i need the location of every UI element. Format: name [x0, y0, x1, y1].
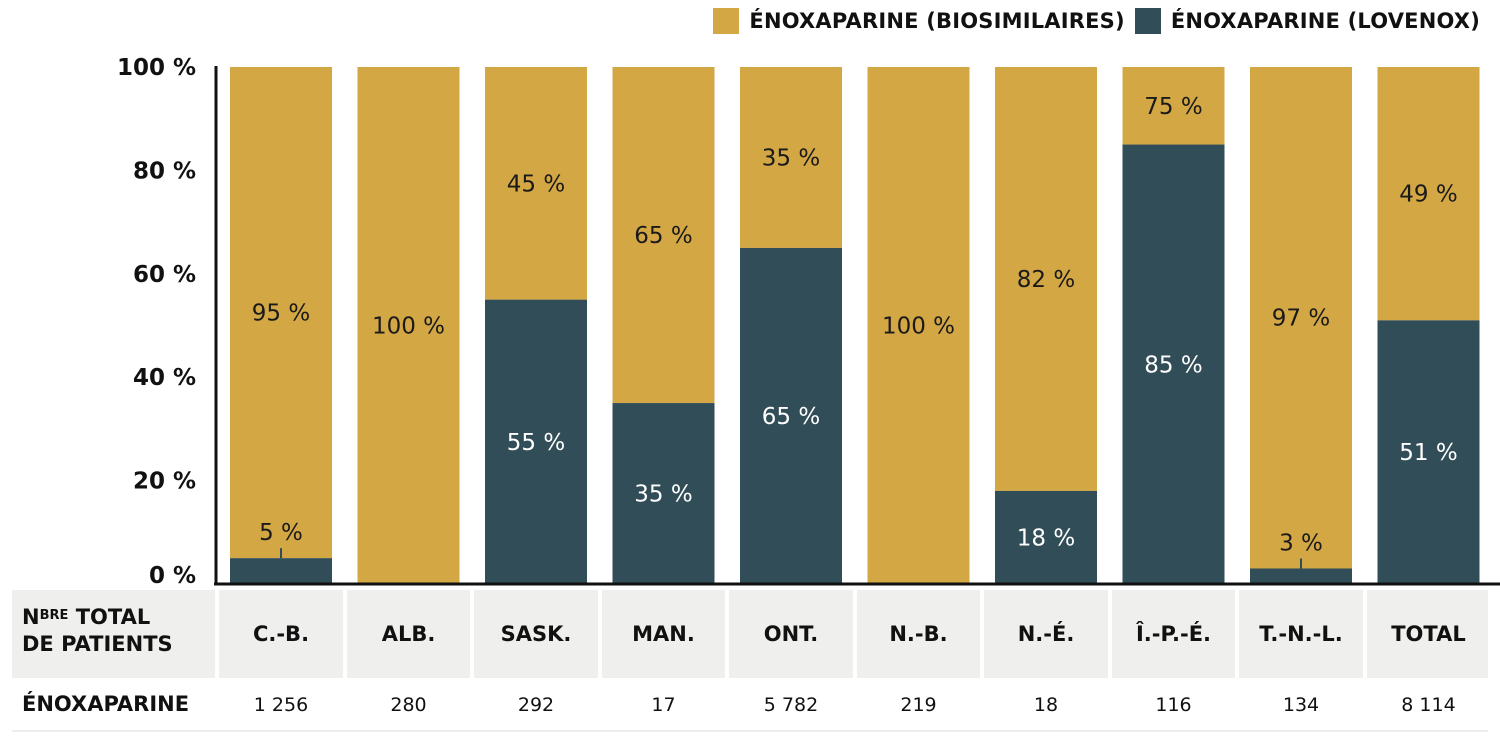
category-label-man: MAN. [632, 622, 695, 646]
bar-lovenox-total [1377, 320, 1480, 584]
legend-label-lovenox: ÉNOXAPARINE (LOVENOX) [1170, 9, 1480, 33]
bar-biosimilar-sask [485, 67, 587, 300]
category-label-alb: ALB. [381, 622, 436, 646]
bar-biosimilar-i-p-e [1122, 67, 1225, 145]
table-column-separator [597, 590, 602, 678]
bar-label-lovenox-man: 35 % [634, 482, 692, 508]
table-column-separator [980, 590, 984, 678]
row-header-total: TOTAL [68, 605, 151, 629]
bar-biosimilar-c-b [230, 67, 332, 559]
bar-label-lovenox-t-n-l: 3 % [1279, 530, 1323, 556]
bar-biosimilar-man [612, 67, 715, 404]
patient-count-n-e: 18 [1033, 694, 1059, 716]
table-row-header: NBRE TOTAL DE PATIENTS [22, 604, 173, 658]
bar-label-lovenox-sask: 55 % [507, 430, 565, 456]
table-bottom-divider [12, 730, 1488, 732]
bar-label-biosimilar-n-b: 100 % [882, 314, 955, 340]
legend-label-biosimilar: ÉNOXAPARINE (BIOSIMILAIRES) [749, 9, 1125, 33]
row-label-enoxaparine: ÉNOXAPARINE [22, 692, 190, 716]
table-header-row [12, 590, 1488, 678]
category-label-sask: SASK. [500, 622, 572, 646]
bar-label-biosimilar-i-p-e: 75 % [1144, 94, 1202, 120]
bar-label-biosimilar-sask: 45 % [507, 171, 565, 197]
bar-biosimilar-alb [357, 67, 460, 584]
y-tick-label-0: 0 % [149, 563, 196, 589]
table-column-separator [1235, 590, 1239, 678]
patient-count-sask: 292 [517, 694, 555, 716]
bar-lovenox-sask [485, 299, 587, 584]
patient-count-n-b: 219 [900, 694, 937, 716]
bar-lovenox-c-b [230, 558, 332, 584]
row-header-sup: BRE [39, 608, 69, 623]
bar-biosimilar-n-b [867, 67, 970, 584]
bar-biosimilar-total [1377, 67, 1480, 321]
table-column-separator [1107, 590, 1112, 678]
y-tick-label-40: 40 % [133, 365, 196, 391]
legend: ÉNOXAPARINE (BIOSIMILAIRES) ÉNOXAPARINE … [713, 8, 1480, 34]
table-column-separator [725, 590, 729, 678]
row-header-n: N [22, 605, 40, 629]
y-tick-label-20: 20 % [133, 469, 196, 495]
category-label-ont: ONT. [763, 622, 819, 646]
bar-biosimilar-ont [740, 67, 842, 248]
bar-lovenox-i-p-e [1122, 144, 1225, 585]
bar-biosimilar-n-e [995, 67, 1097, 491]
table-column-separator [1362, 590, 1367, 678]
y-tick-label-60: 60 % [133, 262, 196, 288]
bar-label-biosimilar-alb: 100 % [372, 314, 445, 340]
bar-lovenox-ont [740, 247, 842, 584]
stacked-bar-chart: 0 % 20 % 40 % 60 % 80 % 100 % 95 % 5 % 100 % 45 %… [117, 55, 1500, 589]
bar-label-biosimilar-total: 49 % [1399, 182, 1457, 208]
category-label-n-e: N.-É. [1017, 622, 1075, 646]
bar-biosimilar-t-n-l [1250, 67, 1352, 569]
table-column-separator [852, 590, 857, 678]
patient-count-ont: 5 782 [763, 694, 819, 716]
table-column-separator [342, 590, 347, 678]
patient-count-alb: 280 [390, 694, 427, 716]
category-label-n-b: N.-B. [889, 622, 948, 646]
patient-count-total: 8 114 [1401, 694, 1456, 716]
y-tick-label-80: 80 % [133, 158, 196, 184]
bar-label-biosimilar-man: 65 % [634, 223, 692, 249]
bar-label-lovenox-total: 51 % [1399, 440, 1457, 466]
bar-lovenox-t-n-l [1250, 568, 1352, 584]
patient-count-t-n-l: 134 [1282, 694, 1320, 716]
legend-item-lovenox: ÉNOXAPARINE (LOVENOX) [1134, 8, 1480, 34]
table-column-separator [215, 590, 219, 678]
patient-count-c-b: 1 256 [253, 694, 309, 716]
bar-lovenox-man [612, 403, 715, 584]
bar-label-lovenox-c-b: 5 % [259, 520, 303, 546]
legend-item-biosimilar: ÉNOXAPARINE (BIOSIMILAIRES) [713, 8, 1125, 34]
row-header-patients: DE PATIENTS [22, 632, 173, 656]
bar-label-lovenox-i-p-e: 85 % [1144, 352, 1202, 378]
patient-count-i-p-e: 116 [1155, 694, 1192, 716]
category-label-i-p-e: Î.-P.-É. [1135, 622, 1212, 646]
category-label-t-n-l: T.-N.-L. [1259, 622, 1343, 646]
category-label-total: TOTAL [1391, 622, 1466, 646]
bar-label-lovenox-n-e: 18 % [1017, 525, 1075, 551]
bar-label-biosimilar-n-e: 82 % [1017, 267, 1075, 293]
bar-label-biosimilar-t-n-l: 97 % [1272, 306, 1330, 332]
patient-count-man: 17 [651, 694, 676, 716]
legend-swatch-lovenox [1134, 8, 1161, 34]
legend-swatch-biosimilar [713, 8, 740, 34]
bar-label-lovenox-ont: 65 % [762, 404, 820, 430]
bar-lovenox-n-e [995, 490, 1097, 584]
bar-label-biosimilar-c-b: 95 % [252, 301, 310, 327]
y-tick-label-100: 100 % [117, 55, 196, 81]
category-label-c-b: C.-B. [252, 622, 310, 646]
bar-label-biosimilar-ont: 35 % [762, 145, 820, 171]
table-column-separator [470, 590, 474, 678]
